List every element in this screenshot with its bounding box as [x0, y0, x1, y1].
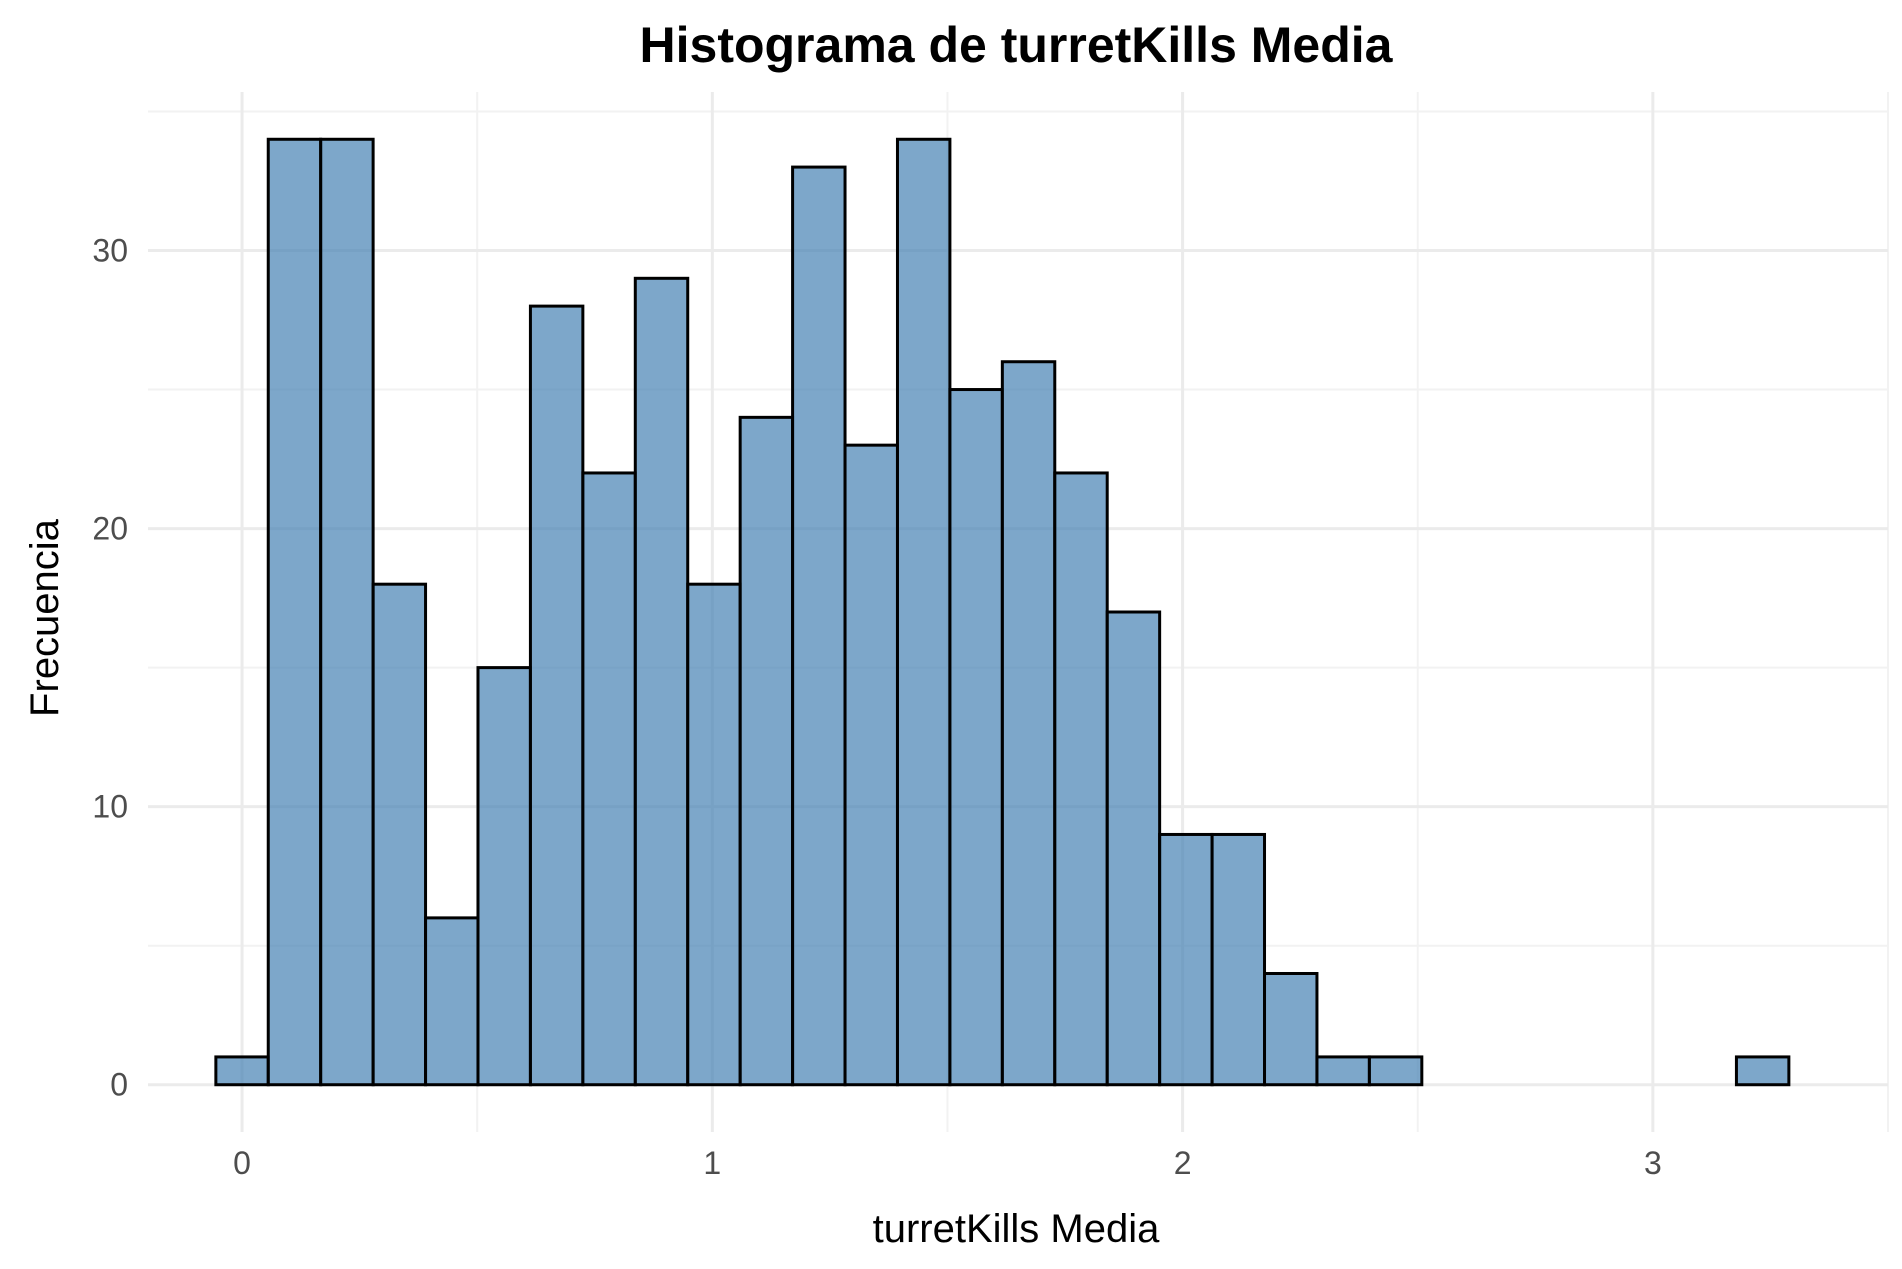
- histogram-bar: [528, 304, 585, 1087]
- y-tick-label: 10: [92, 789, 128, 825]
- histogram-bar: [476, 666, 532, 1087]
- histogram-bar: [686, 582, 742, 1087]
- histogram-bar: [266, 137, 323, 1087]
- histogram-bars: [214, 137, 1791, 1087]
- y-tick-label: 20: [92, 511, 128, 547]
- histogram-bar: [948, 388, 1004, 1087]
- x-tick-label: 2: [1174, 1145, 1192, 1181]
- histogram-bar: [791, 165, 847, 1087]
- histogram-bar: [1053, 471, 1109, 1087]
- histogram-bar: [371, 582, 428, 1087]
- histogram-bar: [1210, 832, 1267, 1087]
- histogram-bar: [581, 471, 637, 1087]
- y-tick-label: 30: [92, 233, 128, 269]
- histogram-bar: [214, 1055, 270, 1087]
- histogram-bar: [424, 916, 480, 1087]
- x-axis-title: turretKills Media: [873, 1207, 1161, 1251]
- histogram-bar: [319, 137, 375, 1087]
- chart-title: Histograma de turretKills Media: [640, 17, 1394, 73]
- histogram-bar: [843, 443, 899, 1087]
- y-tick-label: 0: [110, 1067, 128, 1103]
- histogram-bar: [633, 276, 690, 1087]
- histogram-bar: [895, 137, 952, 1087]
- histogram-bar: [1367, 1055, 1424, 1087]
- histogram-bar: [1263, 971, 1319, 1087]
- histogram-bar: [1158, 832, 1214, 1087]
- histogram-bar: [1000, 360, 1057, 1087]
- x-tick-label: 1: [703, 1145, 721, 1181]
- histogram-bar: [1315, 1055, 1371, 1087]
- histogram-bar: [1105, 610, 1162, 1087]
- x-tick-label: 0: [233, 1145, 251, 1181]
- histogram-bar: [1734, 1055, 1791, 1087]
- y-axis-title: Frecuencia: [23, 518, 67, 717]
- x-tick-label: 3: [1644, 1145, 1662, 1181]
- histogram-bar: [738, 415, 795, 1087]
